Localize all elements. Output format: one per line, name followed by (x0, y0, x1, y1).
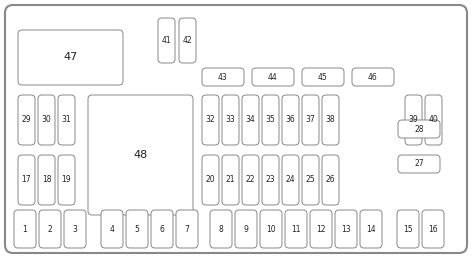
Text: 42: 42 (182, 36, 192, 45)
FancyBboxPatch shape (335, 210, 357, 248)
FancyBboxPatch shape (262, 95, 279, 145)
FancyBboxPatch shape (302, 155, 319, 205)
Text: 37: 37 (306, 116, 315, 125)
Text: 28: 28 (414, 125, 424, 133)
Text: 12: 12 (316, 225, 326, 234)
Text: 31: 31 (62, 116, 71, 125)
Text: 45: 45 (318, 73, 328, 82)
Text: 11: 11 (291, 225, 301, 234)
Text: 7: 7 (184, 225, 190, 234)
FancyBboxPatch shape (151, 210, 173, 248)
FancyBboxPatch shape (158, 18, 175, 63)
Text: 24: 24 (286, 176, 295, 184)
FancyBboxPatch shape (242, 155, 259, 205)
Text: 29: 29 (22, 116, 31, 125)
Text: 9: 9 (244, 225, 248, 234)
Text: 23: 23 (266, 176, 275, 184)
FancyBboxPatch shape (282, 155, 299, 205)
Text: 6: 6 (160, 225, 164, 234)
Text: 16: 16 (428, 225, 438, 234)
FancyBboxPatch shape (405, 95, 422, 145)
Text: 38: 38 (326, 116, 335, 125)
FancyBboxPatch shape (58, 155, 75, 205)
Text: 25: 25 (306, 176, 315, 184)
Text: 13: 13 (341, 225, 351, 234)
FancyBboxPatch shape (302, 68, 344, 86)
FancyBboxPatch shape (202, 95, 219, 145)
FancyBboxPatch shape (285, 210, 307, 248)
Text: 15: 15 (403, 225, 413, 234)
Text: 32: 32 (206, 116, 215, 125)
Text: 48: 48 (133, 150, 147, 160)
Text: 22: 22 (246, 176, 255, 184)
Text: 1: 1 (23, 225, 27, 234)
FancyBboxPatch shape (262, 155, 279, 205)
FancyBboxPatch shape (5, 5, 467, 253)
FancyBboxPatch shape (18, 95, 35, 145)
Text: 39: 39 (409, 116, 419, 125)
FancyBboxPatch shape (18, 155, 35, 205)
FancyBboxPatch shape (38, 155, 55, 205)
Text: 34: 34 (246, 116, 255, 125)
FancyBboxPatch shape (252, 68, 294, 86)
FancyBboxPatch shape (310, 210, 332, 248)
Text: 40: 40 (428, 116, 438, 125)
Text: 2: 2 (47, 225, 52, 234)
Text: 43: 43 (218, 73, 228, 82)
Text: 35: 35 (265, 116, 275, 125)
FancyBboxPatch shape (176, 210, 198, 248)
Text: 5: 5 (135, 225, 139, 234)
Text: 44: 44 (268, 73, 278, 82)
Text: 46: 46 (368, 73, 378, 82)
FancyBboxPatch shape (14, 210, 36, 248)
FancyBboxPatch shape (222, 155, 239, 205)
FancyBboxPatch shape (235, 210, 257, 248)
Text: 26: 26 (326, 176, 335, 184)
Text: 21: 21 (226, 176, 235, 184)
Text: 8: 8 (219, 225, 223, 234)
FancyBboxPatch shape (38, 95, 55, 145)
Text: 36: 36 (286, 116, 295, 125)
Text: 19: 19 (62, 176, 71, 184)
FancyBboxPatch shape (422, 210, 444, 248)
FancyBboxPatch shape (58, 95, 75, 145)
FancyBboxPatch shape (360, 210, 382, 248)
Text: 14: 14 (366, 225, 376, 234)
FancyBboxPatch shape (260, 210, 282, 248)
Text: 10: 10 (266, 225, 276, 234)
FancyBboxPatch shape (282, 95, 299, 145)
Text: 17: 17 (22, 176, 31, 184)
Text: 41: 41 (162, 36, 171, 45)
FancyBboxPatch shape (202, 155, 219, 205)
FancyBboxPatch shape (398, 155, 440, 173)
FancyBboxPatch shape (352, 68, 394, 86)
FancyBboxPatch shape (126, 210, 148, 248)
FancyBboxPatch shape (101, 210, 123, 248)
FancyBboxPatch shape (210, 210, 232, 248)
FancyBboxPatch shape (425, 95, 442, 145)
FancyBboxPatch shape (202, 68, 244, 86)
Text: 3: 3 (73, 225, 77, 234)
FancyBboxPatch shape (322, 95, 339, 145)
Text: 27: 27 (414, 160, 424, 169)
FancyBboxPatch shape (222, 95, 239, 145)
FancyBboxPatch shape (322, 155, 339, 205)
Text: 20: 20 (206, 176, 215, 184)
FancyBboxPatch shape (179, 18, 196, 63)
FancyBboxPatch shape (398, 120, 440, 138)
FancyBboxPatch shape (64, 210, 86, 248)
FancyBboxPatch shape (397, 210, 419, 248)
FancyBboxPatch shape (39, 210, 61, 248)
Text: 4: 4 (109, 225, 114, 234)
FancyBboxPatch shape (242, 95, 259, 145)
Text: 18: 18 (42, 176, 51, 184)
Text: 30: 30 (42, 116, 51, 125)
FancyBboxPatch shape (302, 95, 319, 145)
FancyBboxPatch shape (18, 30, 123, 85)
Text: 47: 47 (64, 53, 78, 62)
Text: 33: 33 (226, 116, 236, 125)
FancyBboxPatch shape (88, 95, 193, 215)
